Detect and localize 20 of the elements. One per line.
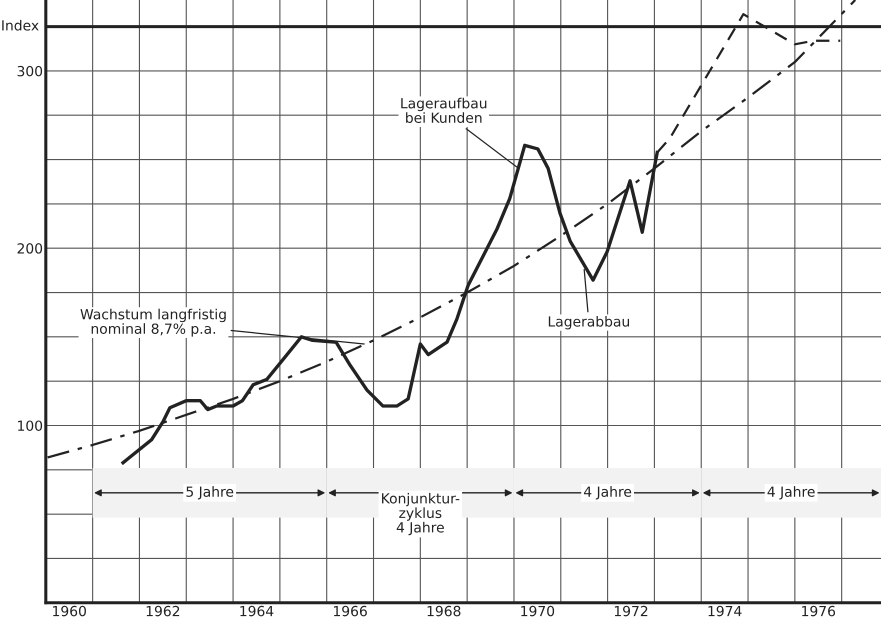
x-tick-label: 1972	[614, 606, 648, 616]
annotation: Lagerabbau	[548, 316, 629, 330]
band-label: 5 Jahre	[186, 486, 234, 500]
y-axis-title: Index	[2, 20, 39, 31]
x-tick-label: 1964	[240, 606, 274, 616]
x-tick-label: 1970	[521, 606, 554, 616]
y-tick-label: 200	[18, 243, 42, 254]
x-tick-label: 1962	[146, 606, 180, 616]
annotation: Wachstum langfristig nominal 8,7% p.a.	[80, 308, 226, 337]
x-tick-label: 1968	[428, 606, 460, 616]
x-tick-label: 1960	[53, 606, 86, 616]
x-tick-label: 1976	[802, 606, 836, 616]
x-tick-label: 1974	[708, 606, 742, 616]
band-label: 4 Jahre	[584, 486, 632, 500]
band-label: Konjunktur- zyklus 4 Jahre	[382, 492, 460, 536]
y-tick-label: 300	[18, 66, 42, 76]
band-label: 4 Jahre	[767, 486, 815, 500]
x-tick-label: 1966	[334, 606, 367, 616]
y-tick-label: 100	[18, 420, 42, 431]
annotation: Lageraufbau bei Kunden	[401, 98, 486, 123]
